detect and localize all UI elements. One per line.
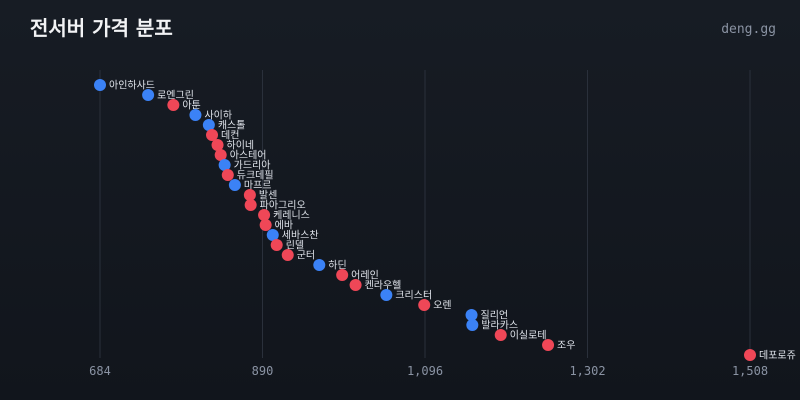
data-point xyxy=(542,339,555,351)
data-point xyxy=(206,129,219,141)
data-point xyxy=(142,89,155,101)
point-label: 캐스톨 xyxy=(218,120,246,132)
data-point xyxy=(465,309,478,321)
point-label: 세바스찬 xyxy=(282,230,319,242)
point-label: 하이네 xyxy=(227,139,255,152)
data-point xyxy=(214,149,227,161)
point-label: 아인하사드 xyxy=(109,79,155,92)
x-tick-label: 684 xyxy=(89,364,111,378)
x-tick-label: 890 xyxy=(252,364,274,378)
point-label: 발라카스 xyxy=(481,320,518,332)
point-label: 아스테어 xyxy=(230,150,267,162)
data-point xyxy=(270,239,283,251)
data-point xyxy=(211,139,224,151)
point-label: 어레인 xyxy=(351,270,379,282)
data-point xyxy=(167,99,180,111)
point-label: 오렌 xyxy=(433,300,451,312)
data-point xyxy=(266,229,279,241)
data-point xyxy=(228,179,241,191)
data-point xyxy=(244,199,257,211)
point-label: 데컨 xyxy=(221,130,239,142)
data-point xyxy=(313,259,326,271)
point-label: 발센 xyxy=(259,190,277,202)
point-label: 크리스터 xyxy=(395,290,432,302)
data-point xyxy=(189,109,202,121)
point-label: 데포로쥬 xyxy=(759,350,796,362)
data-point xyxy=(218,159,231,171)
point-label: 린델 xyxy=(286,240,304,252)
point-label: 하딘 xyxy=(328,259,346,272)
point-label: 이실로테 xyxy=(510,330,547,342)
point-label: 아툰 xyxy=(182,100,200,112)
data-point xyxy=(258,209,271,221)
data-point xyxy=(221,169,234,181)
point-label: 듀크데필 xyxy=(237,170,274,182)
data-point xyxy=(380,289,393,301)
point-label: 사이하 xyxy=(204,109,232,122)
point-label: 가드리아 xyxy=(234,160,271,172)
point-label: 로엔그린 xyxy=(157,90,194,102)
brand-label: deng.gg xyxy=(721,22,776,37)
x-tick-label: 1,096 xyxy=(407,364,443,378)
point-label: 케레니스 xyxy=(273,210,310,222)
data-point xyxy=(259,219,272,231)
chart-title: 전서버 가격 분포 xyxy=(30,16,173,40)
data-point xyxy=(466,319,479,331)
point-label: 군터 xyxy=(297,250,315,262)
data-point xyxy=(94,79,106,91)
x-tick-label: 1,508 xyxy=(732,364,768,378)
point-label: 에바 xyxy=(275,220,293,232)
data-point xyxy=(349,279,362,291)
point-label: 켄라우헬 xyxy=(365,280,402,292)
data-point xyxy=(243,189,256,201)
data-point xyxy=(494,329,507,341)
x-tick-label: 1,302 xyxy=(569,364,605,378)
point-label: 파아그리오 xyxy=(260,200,306,212)
data-point xyxy=(336,269,349,281)
data-point xyxy=(744,349,756,361)
data-point xyxy=(202,119,215,131)
data-point xyxy=(418,299,431,311)
data-point xyxy=(281,249,294,261)
point-label: 마프르 xyxy=(244,180,272,192)
point-label: 조우 xyxy=(557,340,575,352)
point-label: 질리언 xyxy=(481,310,509,322)
